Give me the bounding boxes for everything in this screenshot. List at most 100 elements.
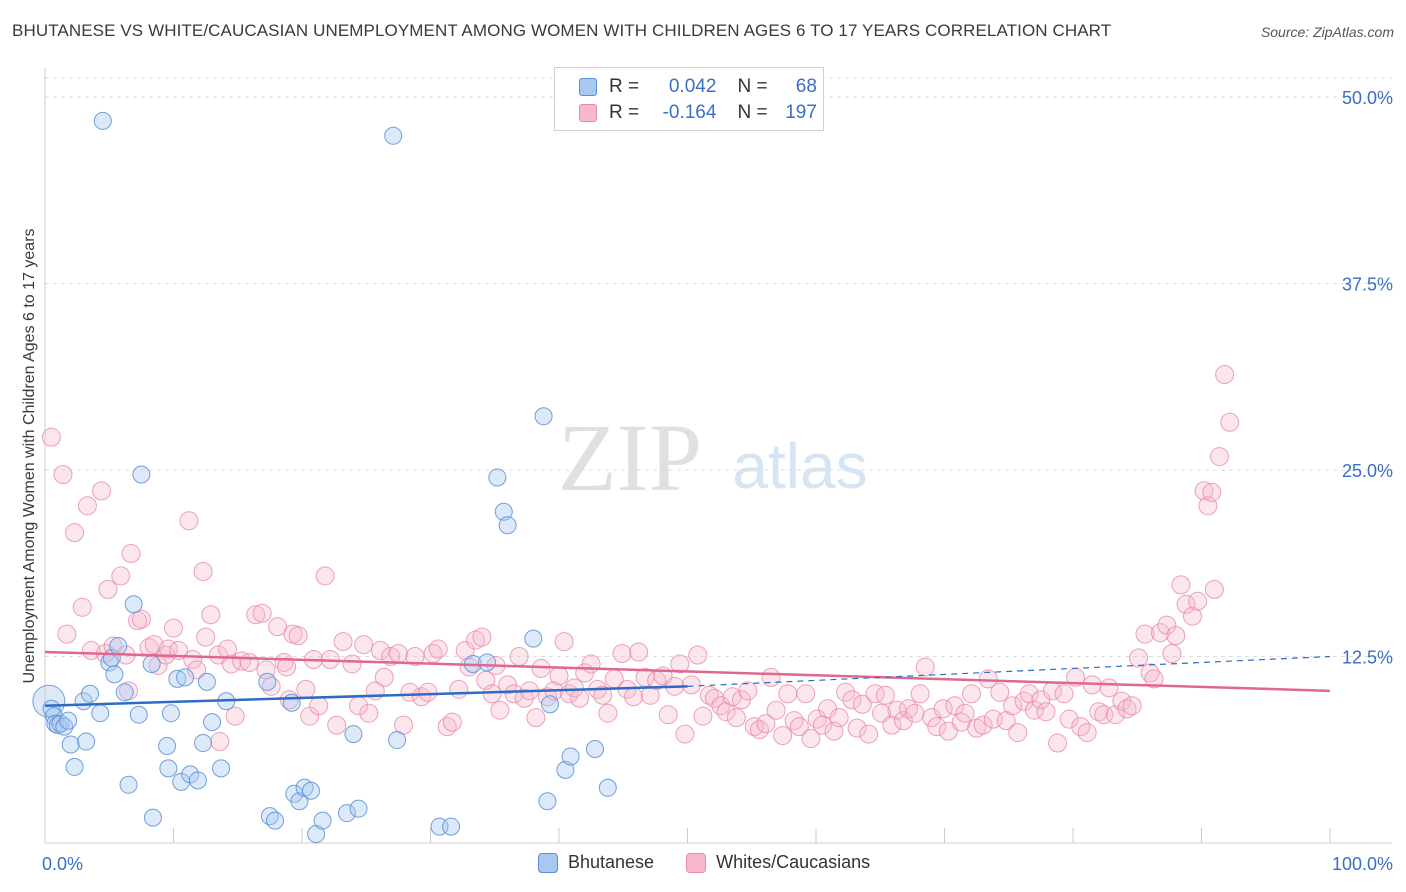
whites-caucasians-point — [1003, 696, 1023, 716]
whites-caucasians-point — [658, 705, 678, 725]
bhutanese-point — [59, 711, 78, 730]
bhutanese-point — [158, 737, 177, 756]
whites-caucasians-point — [766, 700, 786, 720]
chart-title: BHUTANESE VS WHITE/CAUCASIAN UNEMPLOYMEN… — [12, 21, 1112, 40]
watermark-zip: ZIP — [558, 404, 702, 511]
tick-labels: 12.5% 25.0% 37.5% 50.0% 0.0% 100.0% — [42, 88, 1393, 874]
whites-caucasians-point — [807, 709, 827, 729]
bhutanese-point — [159, 759, 178, 778]
whites-caucasians-point — [796, 684, 816, 704]
whites-caucasians-point — [183, 649, 203, 669]
bhutanese-point — [132, 465, 151, 484]
bhutanese-point — [561, 747, 580, 766]
whites-caucasians-point — [554, 632, 574, 652]
whites-caucasians-point — [428, 639, 448, 659]
whites-caucasians-point — [1166, 626, 1186, 646]
whites-caucasians-point — [1171, 575, 1191, 595]
legend-n-value: 68 — [795, 76, 817, 97]
whites-caucasians-point — [1135, 624, 1155, 644]
whites-caucasians-point — [239, 652, 259, 672]
bhutanese-point — [61, 735, 80, 754]
whites-caucasians-point — [549, 666, 569, 686]
whites-caucasians-point — [490, 700, 510, 720]
bhutanese-point — [212, 759, 231, 778]
whites-caucasians-point — [581, 654, 601, 674]
bhutanese-point — [349, 799, 368, 818]
legend-n-label: N = — [737, 102, 768, 123]
bhutanese-point — [65, 757, 84, 776]
bhutanese-point — [161, 704, 180, 723]
whites-caucasians-point — [1048, 733, 1068, 753]
bhutanese-point — [266, 811, 285, 830]
y-tick-label: 37.5% — [1342, 275, 1393, 295]
whites-caucasians-point — [570, 688, 590, 708]
whites-caucasians-point — [354, 635, 374, 655]
whites-caucasians-point — [598, 703, 618, 723]
whites-caucasians-point — [593, 685, 613, 705]
series-label-bhutanese: Bhutanese — [568, 852, 655, 872]
legend-r-label: R = — [609, 102, 640, 123]
series-swatch-whites — [686, 852, 707, 873]
whites-caucasians-point — [905, 703, 925, 723]
legend-r-value: 0.042 — [668, 76, 717, 97]
whites-caucasians-point — [675, 724, 695, 744]
whites-caucasians-point — [744, 717, 764, 737]
whites-caucasians-point — [973, 715, 993, 735]
whites-caucasians-point — [509, 647, 529, 666]
bhutanese-point — [197, 672, 216, 691]
whites-caucasians-point — [277, 657, 297, 677]
bhutanese-point — [301, 781, 320, 800]
whites-caucasians-point — [225, 706, 245, 726]
whites-caucasians-point — [1117, 699, 1137, 719]
bhutanese-point — [176, 668, 195, 687]
whites-caucasians-point — [449, 679, 469, 699]
y-tick-label: 12.5% — [1342, 648, 1393, 668]
whites-caucasians-point — [252, 603, 272, 623]
bhutanese-point — [80, 684, 99, 703]
whites-caucasians-point — [442, 712, 462, 732]
bhutanese-point — [313, 811, 332, 830]
bhutanese-point — [282, 693, 301, 712]
bhutanese-point — [129, 705, 148, 724]
whites-caucasians-points — [41, 365, 1240, 753]
bhutanese-point — [194, 734, 213, 753]
whites-caucasians-point — [1144, 669, 1164, 689]
correlation-legend: R = 0.042 N = 68 R = -0.164 N = 197 — [554, 67, 824, 131]
whites-caucasians-point — [961, 684, 981, 704]
series-legend-whites: Whites/Caucasians — [686, 852, 870, 873]
whites-caucasians-point — [131, 609, 151, 629]
whites-caucasians-point — [342, 654, 362, 674]
whites-caucasians-point — [296, 679, 316, 699]
trend-lines — [44, 650, 1331, 707]
bhutanese-point — [538, 792, 557, 811]
whites-caucasians-point — [482, 684, 502, 704]
whites-caucasians-point — [1089, 702, 1109, 722]
whites-caucasians-point — [761, 667, 781, 687]
whites-caucasians-point — [193, 561, 213, 581]
legend-r-value: -0.164 — [662, 102, 717, 123]
series-legend-bhutanese: Bhutanese — [538, 852, 654, 873]
whites-caucasians-point — [196, 627, 216, 647]
whites-caucasians-point — [504, 684, 524, 704]
bhutanese-point — [524, 629, 543, 648]
whites-caucasians-point — [1036, 702, 1056, 722]
whites-caucasians-point — [1215, 365, 1235, 385]
whites-caucasians-point — [915, 657, 935, 677]
bhutanese-point — [258, 672, 277, 691]
whites-caucasians-point — [784, 711, 804, 731]
bhutanese-point — [124, 595, 143, 614]
x-tick-label: 100.0% — [1332, 854, 1393, 874]
whites-caucasians-point — [333, 632, 353, 652]
whites-caucasians-point — [564, 678, 584, 698]
whites-caucasians-point — [1129, 648, 1149, 668]
whites-caucasians-point — [472, 627, 492, 647]
whites-caucasians-point — [374, 667, 394, 687]
whites-caucasians-point — [629, 642, 649, 662]
whites-caucasians-point — [778, 684, 798, 704]
whites-caucasians-point — [1204, 579, 1224, 599]
whites-caucasians-point — [179, 511, 199, 531]
whites-caucasians-point — [882, 715, 902, 735]
whites-caucasians-point — [773, 726, 793, 746]
whites-caucasians-point — [359, 703, 379, 723]
